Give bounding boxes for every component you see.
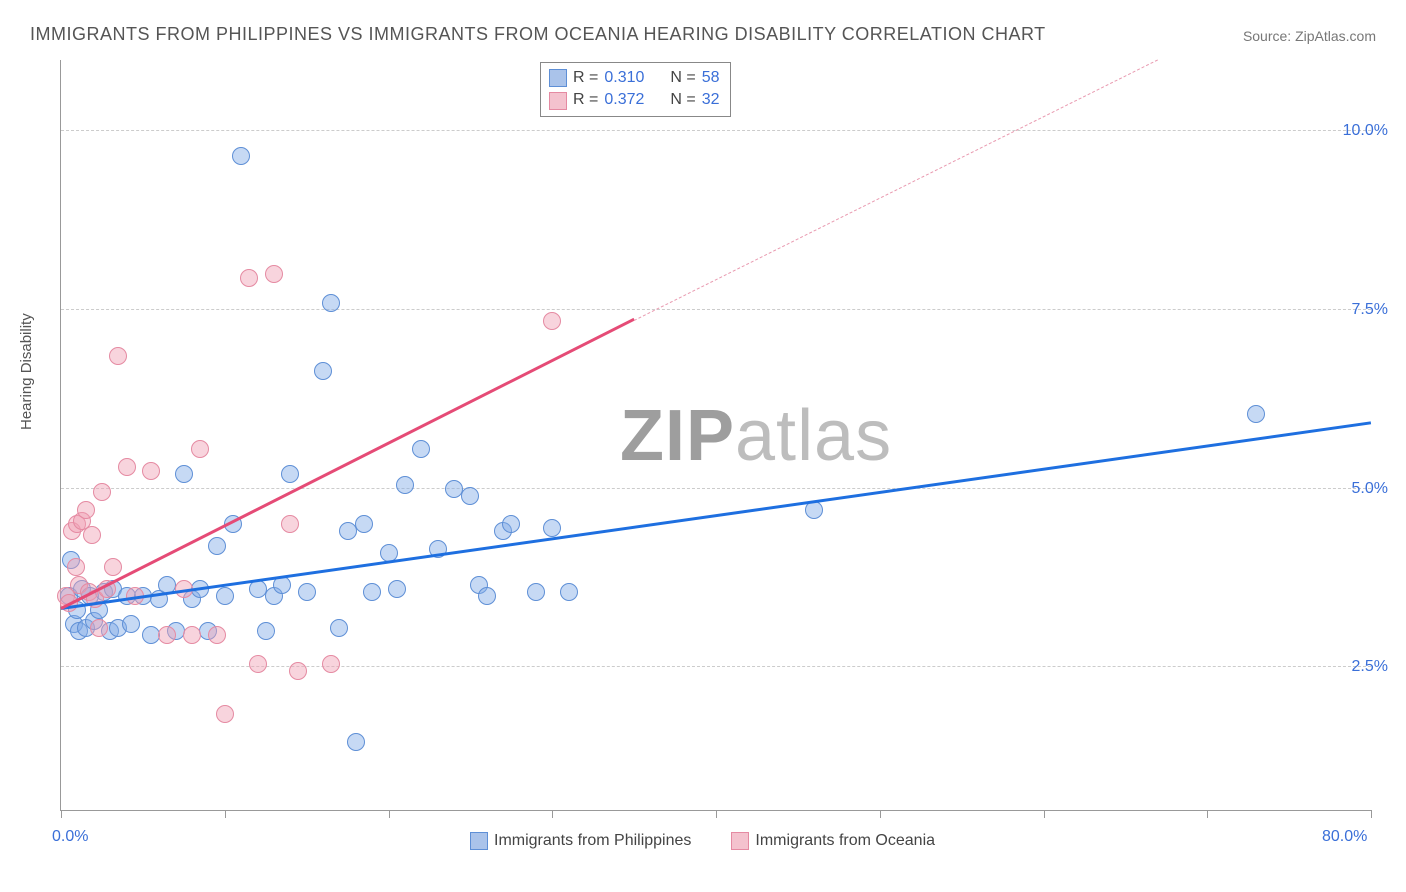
legend-n-label: N = <box>670 89 695 111</box>
data-point <box>90 619 108 637</box>
data-point <box>412 440 430 458</box>
x-tick <box>552 810 553 818</box>
data-point <box>216 705 234 723</box>
gridline <box>61 309 1371 310</box>
data-point <box>142 462 160 480</box>
data-point <box>232 147 250 165</box>
data-point <box>67 558 85 576</box>
data-point <box>355 515 373 533</box>
legend-r-value: 0.372 <box>604 89 644 111</box>
data-point <box>175 465 193 483</box>
legend-n-label: N = <box>670 67 695 89</box>
data-point <box>527 583 545 601</box>
y-tick-label: 5.0% <box>1352 480 1388 498</box>
data-point <box>208 537 226 555</box>
x-tick <box>61 810 62 818</box>
data-point <box>543 519 561 537</box>
legend-swatch <box>549 69 567 87</box>
data-point <box>249 655 267 673</box>
data-point <box>543 312 561 330</box>
data-point <box>257 622 275 640</box>
x-axis-label: 80.0% <box>1322 828 1367 846</box>
data-point <box>1247 405 1265 423</box>
gridline <box>61 130 1371 131</box>
data-point <box>93 483 111 501</box>
data-point <box>478 587 496 605</box>
x-axis-label: 0.0% <box>52 828 88 846</box>
x-tick <box>225 810 226 818</box>
legend-row: R = 0.310 N = 58 <box>549 67 720 89</box>
source-attribution: Source: ZipAtlas.com <box>1243 28 1376 44</box>
data-point <box>240 269 258 287</box>
data-point <box>339 522 357 540</box>
data-point <box>363 583 381 601</box>
data-point <box>265 265 283 283</box>
data-point <box>158 626 176 644</box>
data-point <box>347 733 365 751</box>
scatter-plot-area <box>60 60 1371 811</box>
y-axis-label: Hearing Disability <box>18 313 35 430</box>
legend-n-value: 32 <box>702 89 720 111</box>
data-point <box>83 526 101 544</box>
data-point <box>322 655 340 673</box>
data-point <box>396 476 414 494</box>
data-point <box>77 501 95 519</box>
data-point <box>445 480 463 498</box>
legend-r-label: R = <box>573 89 598 111</box>
legend-item: Immigrants from Philippines <box>470 832 691 850</box>
data-point <box>461 487 479 505</box>
x-tick <box>1044 810 1045 818</box>
legend-r-value: 0.310 <box>604 67 644 89</box>
legend-swatch <box>731 832 749 850</box>
data-point <box>388 580 406 598</box>
x-tick <box>389 810 390 818</box>
chart-title: IMMIGRANTS FROM PHILIPPINES VS IMMIGRANT… <box>30 24 1046 45</box>
data-point <box>289 662 307 680</box>
data-point <box>122 615 140 633</box>
legend-n-value: 58 <box>702 67 720 89</box>
series-legend: Immigrants from Philippines Immigrants fr… <box>470 832 965 850</box>
legend-series-name: Immigrants from Philippines <box>494 832 691 850</box>
data-point <box>109 347 127 365</box>
legend-row: R = 0.372 N = 32 <box>549 89 720 111</box>
legend-r-label: R = <box>573 67 598 89</box>
trend-line <box>61 421 1371 610</box>
data-point <box>183 626 201 644</box>
y-tick-label: 7.5% <box>1352 301 1388 319</box>
legend-series-name: Immigrants from Oceania <box>755 832 935 850</box>
data-point <box>322 294 340 312</box>
data-point <box>208 626 226 644</box>
x-tick <box>1371 810 1372 818</box>
data-point <box>104 558 122 576</box>
x-tick <box>880 810 881 818</box>
x-tick <box>1207 810 1208 818</box>
data-point <box>191 440 209 458</box>
y-tick-label: 10.0% <box>1343 122 1388 140</box>
data-point <box>502 515 520 533</box>
legend-item: Immigrants from Oceania <box>731 832 935 850</box>
y-tick-label: 2.5% <box>1352 658 1388 676</box>
data-point <box>330 619 348 637</box>
data-point <box>560 583 578 601</box>
data-point <box>281 465 299 483</box>
legend-swatch <box>470 832 488 850</box>
data-point <box>314 362 332 380</box>
x-tick <box>716 810 717 818</box>
data-point <box>281 515 299 533</box>
legend-swatch <box>549 92 567 110</box>
correlation-legend: R = 0.310 N = 58 R = 0.372 N = 32 <box>540 62 731 117</box>
data-point <box>142 626 160 644</box>
gridline <box>61 488 1371 489</box>
data-point <box>298 583 316 601</box>
data-point <box>118 458 136 476</box>
data-point <box>216 587 234 605</box>
